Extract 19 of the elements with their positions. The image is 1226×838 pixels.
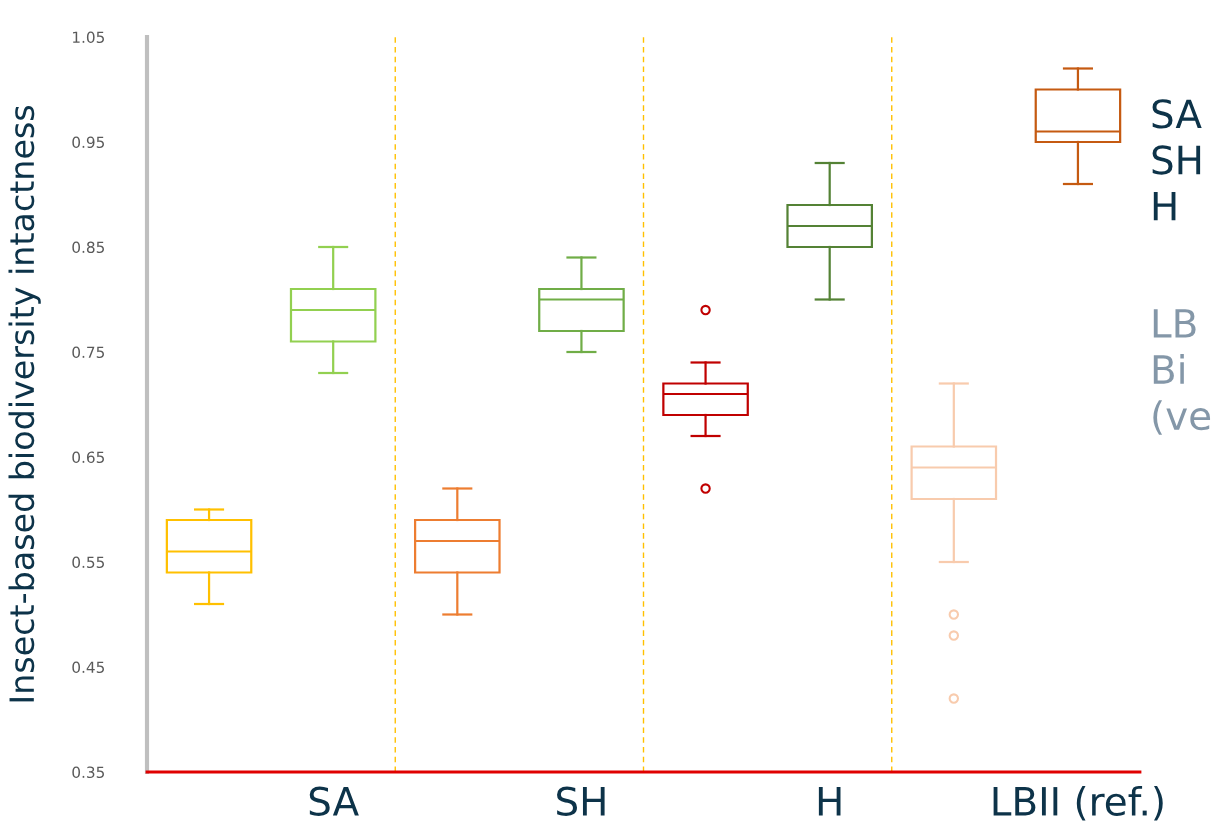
- y-tick-label: 0.95: [72, 136, 104, 149]
- y-tick-label: 1.05: [72, 31, 104, 44]
- text: SA: [1152, 99, 1202, 129]
- text: SH: [1152, 145, 1201, 175]
- x-tick-label: SH: [557, 786, 605, 816]
- y-axis-title: Insect-based biodiversity intactness: [8, 105, 41, 702]
- y-tick-label: 0.45: [72, 661, 104, 674]
- y-tick-label: 0.65: [72, 451, 104, 464]
- y-tick-label: 0.85: [72, 241, 104, 254]
- x-tick-label: LBII (ref.): [993, 785, 1163, 821]
- text: H: [1153, 191, 1176, 221]
- text: LB: [1153, 309, 1196, 338]
- text: Bi: [1153, 354, 1184, 384]
- text: (ve: [1153, 400, 1211, 435]
- x-tick-label: H: [818, 787, 841, 816]
- x-tick-label: SA: [309, 786, 359, 816]
- y-tick-label: 0.55: [72, 556, 104, 569]
- y-tick-label: 0.35: [72, 766, 104, 779]
- y-tick-label: 0.75: [72, 346, 104, 359]
